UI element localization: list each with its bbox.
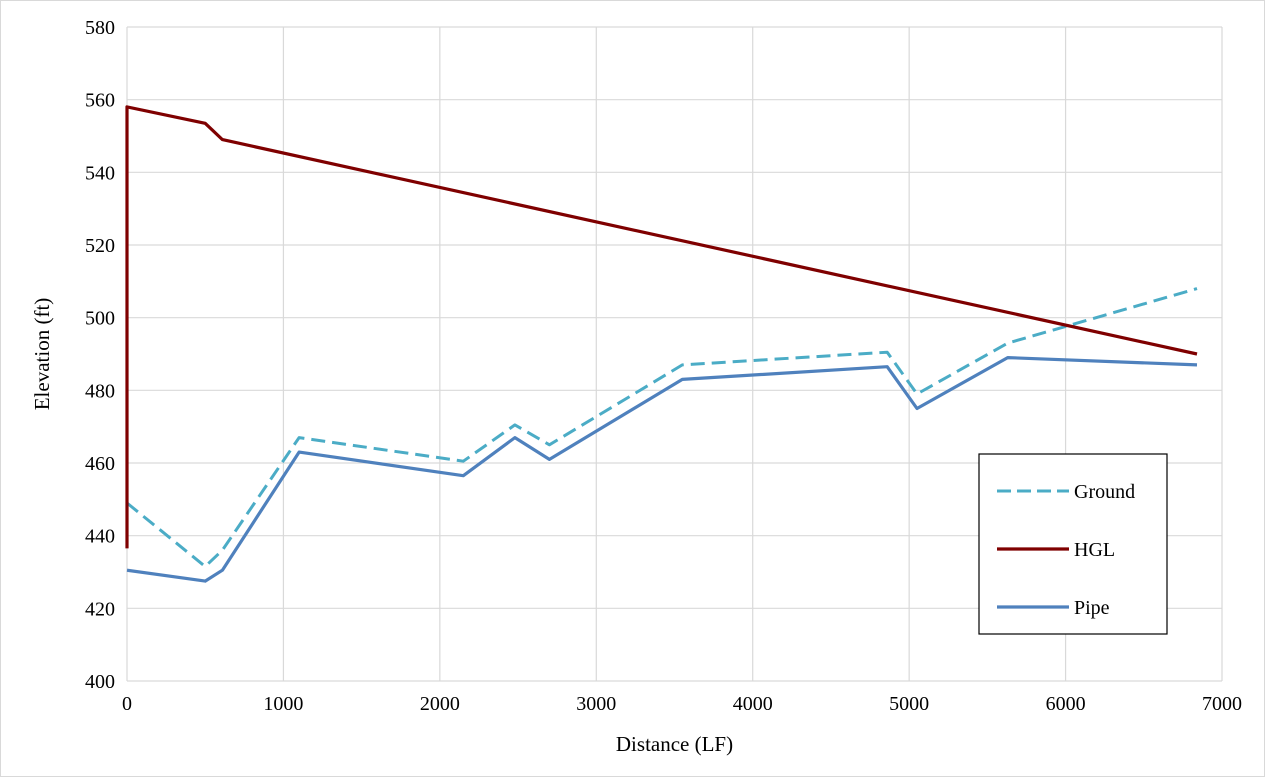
y-tick-label: 480 [85,380,115,402]
x-axis-title: Distance (LF) [616,732,733,756]
x-tick-label: 3000 [576,693,616,715]
y-tick-label: 440 [85,526,115,548]
x-tick-label: 1000 [263,693,303,715]
x-tick-label: 2000 [420,693,460,715]
x-tick-label: 4000 [733,693,773,715]
legend-box [978,453,1168,635]
y-tick-label: 400 [85,671,115,693]
series-line-ground [126,287,1198,568]
y-tick-label: 520 [85,235,115,257]
legend-label-ground: Ground [1074,481,1135,503]
series-line-pipe [126,356,1198,583]
y-tick-label: 420 [85,598,115,620]
y-tick-label: 500 [85,308,115,330]
legend-label-pipe: Pipe [1074,597,1110,619]
legend-label-hgl: HGL [1074,539,1115,561]
series-line-hgl [125,105,1198,549]
series-lines [125,105,1198,583]
x-tick-label: 6000 [1046,693,1086,715]
y-tick-label: 580 [85,17,115,39]
y-tick-label: 540 [85,162,115,184]
x-tick-label: 5000 [889,693,929,715]
y-axis-title: Elevation (ft) [30,298,54,411]
x-tick-label: 0 [122,693,132,715]
tick-labels: 400 420 440 460 480 500 520 540 560 580 0 1000 2000 3… [85,17,1242,715]
y-tick-label: 460 [85,453,115,475]
legend: Ground HGL Pipe [978,453,1168,635]
y-tick-label: 560 [85,90,115,112]
x-tick-label: 7000 [1202,693,1242,715]
